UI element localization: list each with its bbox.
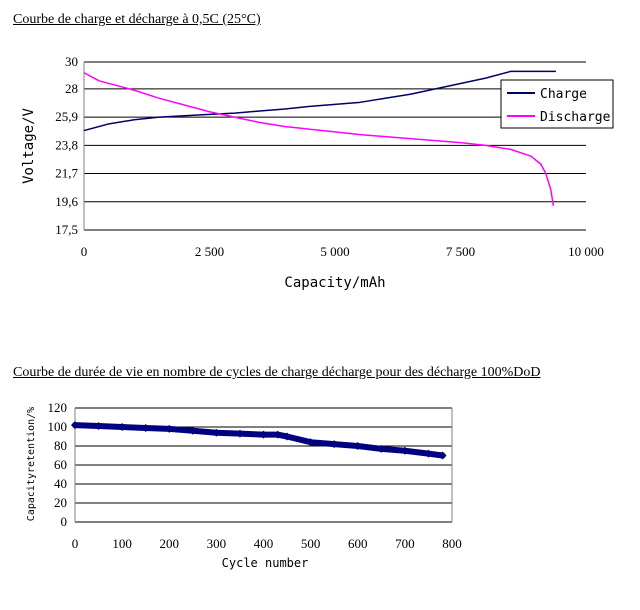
- chart1-series-line-charge: [83, 70, 556, 132]
- chart2-x-tick-label: 0: [72, 536, 79, 551]
- chart2-data-point: [353, 442, 362, 450]
- chart2-y-tick-label: 60: [54, 457, 67, 472]
- chart1-y-axis-label: Voltage/V: [21, 108, 37, 184]
- chart2-x-tick-label: 500: [301, 536, 321, 551]
- chart2-data-point: [71, 421, 79, 430]
- chart1-x-ticks: 0 2 500 5 000 7 500 10 000: [81, 244, 604, 259]
- chart1-x-tick-label: 5 000: [320, 244, 349, 259]
- chart2-data-point: [141, 423, 150, 432]
- chart1-y-tick-label: 30: [65, 54, 78, 69]
- chart2-y-tick-label: 120: [48, 400, 68, 415]
- chart2-x-tick-label: 600: [348, 536, 368, 551]
- chart2-x-tick-label: 300: [207, 536, 227, 551]
- chart2-data-point: [188, 426, 197, 435]
- chart2-data-point: [306, 438, 315, 447]
- chart2-x-tick-label: 200: [160, 536, 180, 551]
- chart2-x-axis-label: Cycle number: [222, 556, 309, 570]
- chart1-y-tick-label: 17,5: [55, 222, 78, 237]
- chart1-x-axis-label: Capacity/mAh: [284, 275, 385, 291]
- chart1-title: Courbe de charge et décharge à 0,5C (25°…: [13, 12, 261, 27]
- chart2-series: [71, 421, 447, 460]
- chart2-y-ticks: 120 100 80 60 40 20 0: [48, 400, 68, 529]
- chart1-x-tick-label: 7 500: [446, 244, 475, 259]
- chart2-data-point: [235, 429, 244, 438]
- chart1-series-line-discharge: [83, 72, 555, 206]
- chart2-y-tick-label: 100: [48, 419, 68, 434]
- legend-label-discharge: Discharge: [540, 110, 611, 125]
- chart1-series: [83, 70, 556, 206]
- chart1-y-ticks: 30 28 25,9 23,8 21,7 19,6 17,5: [55, 54, 78, 237]
- chart1-y-tick-label: 25,9: [55, 109, 78, 124]
- legend-label-charge: Charge: [540, 87, 587, 102]
- chart1-legend: Charge Discharge: [500, 79, 614, 129]
- chart2-data-point: [400, 446, 409, 455]
- chart2-data-point: [165, 424, 174, 433]
- chart1-y-tick-label: 23,8: [55, 137, 78, 152]
- chart2-y-tick-label: 40: [54, 476, 67, 491]
- chart2-y-axis-label: Capacityretention/%: [26, 407, 37, 521]
- legend-box: [500, 79, 614, 129]
- chart2-x-tick-label: 700: [395, 536, 415, 551]
- chart2-data-point: [283, 432, 292, 441]
- chart2-data-point: [212, 428, 221, 437]
- chart2-y-tick-label: 0: [61, 514, 68, 529]
- chart2-data-point: [438, 451, 447, 460]
- chart2-data-point: [330, 440, 339, 449]
- chart2-y-tick-label: 20: [54, 495, 67, 510]
- chart2-x-ticks: 0 100 200 300 400 500 600 700 800: [72, 536, 462, 551]
- chart2-title: Courbe de durée de vie en nombre de cycl…: [13, 365, 541, 380]
- chart2-x-tick-label: 100: [112, 536, 132, 551]
- chart2-x-tick-label: 800: [442, 536, 462, 551]
- chart2-data-point: [259, 430, 268, 439]
- chart2-data-point: [94, 422, 103, 431]
- chart1-y-tick-label: 21,7: [55, 166, 78, 181]
- chart1-y-tick-label: 28: [65, 81, 78, 96]
- chart2-data-point: [424, 449, 433, 458]
- chart2-x-tick-label: 400: [254, 536, 274, 551]
- chart2-data-point: [118, 423, 127, 431]
- chart2-gridlines: [74, 407, 453, 523]
- chart1-x-tick-label: 0: [81, 244, 88, 259]
- chart1-x-tick-label: 10 000: [568, 244, 604, 259]
- chart2-y-tick-label: 80: [54, 438, 67, 453]
- chart2-series-line: [72, 422, 446, 459]
- chart1-x-tick-label: 2 500: [195, 244, 224, 259]
- chart2-data-point: [377, 444, 386, 453]
- chart2-data-point: [273, 430, 282, 439]
- chart1: 30 28 25,9 23,8 21,7 19,6 17,5 0 2 500 5 000 7 50…: [21, 54, 614, 291]
- chart1-y-tick-label: 19,6: [55, 194, 78, 209]
